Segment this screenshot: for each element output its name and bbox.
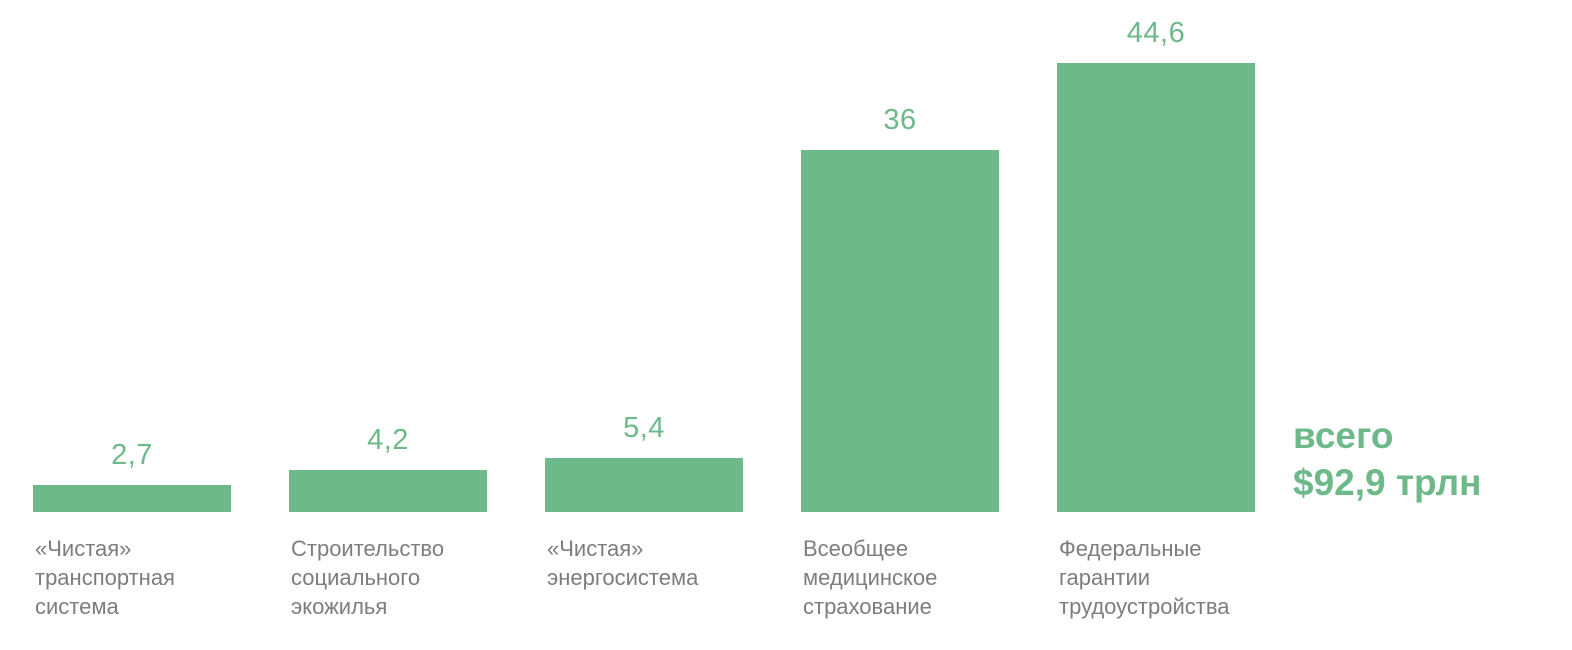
- bar: [545, 458, 743, 512]
- bar-group: 4,2 Строительство социального экожилья: [289, 0, 487, 650]
- total-line2: $92,9 трлн: [1293, 462, 1482, 504]
- bar-group: 2,7 «Чистая» транспортная система: [33, 0, 231, 650]
- bar-value-label: 36: [883, 104, 917, 136]
- bar-group: 5,4 «Чистая» энергосистема: [545, 0, 743, 650]
- bar: [33, 485, 231, 512]
- bar-value-label: 44,6: [1126, 17, 1186, 49]
- bar-category-label: Всеобщее медицинское страхование: [803, 536, 938, 620]
- bar-value-label: 5,4: [623, 412, 665, 444]
- bar-group: 44,6 Федеральные гарантии трудоустройства: [1057, 0, 1255, 650]
- bar: [289, 470, 487, 512]
- total-annotation: всего $92,9 трлн: [1293, 412, 1482, 507]
- bar-group: 36 Всеобщее медицинское страхование: [801, 0, 999, 650]
- bar-value-label: 4,2: [367, 424, 409, 456]
- bar-category-label: Федеральные гарантии трудоустройства: [1059, 536, 1230, 620]
- bar-category-label: Строительство социального экожилья: [291, 536, 445, 620]
- total-line1: всего: [1293, 415, 1394, 456]
- bar-category-label: «Чистая» энергосистема: [547, 536, 699, 591]
- bar-category-label: «Чистая» транспортная система: [35, 536, 175, 620]
- bar: [1057, 63, 1255, 512]
- bar-value-label: 2,7: [111, 439, 153, 471]
- bar: [801, 150, 999, 512]
